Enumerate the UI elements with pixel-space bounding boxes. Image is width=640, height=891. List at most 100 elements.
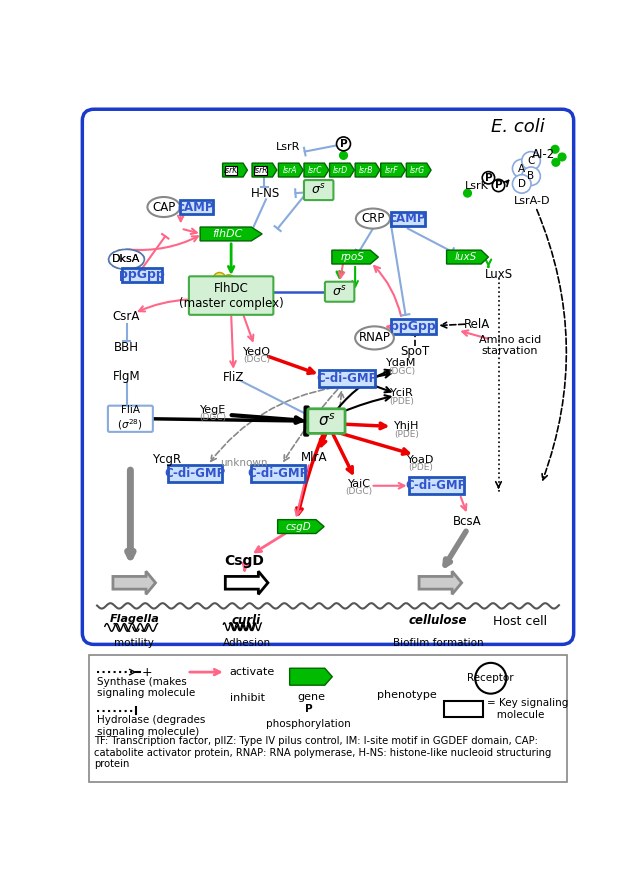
Circle shape bbox=[340, 151, 348, 159]
Circle shape bbox=[205, 278, 218, 290]
Circle shape bbox=[223, 274, 235, 287]
Text: (DGC): (DGC) bbox=[243, 355, 270, 364]
Text: lsrR: lsrR bbox=[253, 166, 268, 175]
Circle shape bbox=[522, 151, 540, 170]
Bar bbox=[410, 478, 463, 495]
Bar bbox=[180, 200, 212, 214]
Text: luxS: luxS bbox=[454, 252, 476, 262]
Circle shape bbox=[482, 172, 495, 184]
Polygon shape bbox=[225, 571, 268, 594]
Text: DksA: DksA bbox=[112, 254, 141, 265]
Polygon shape bbox=[252, 163, 277, 177]
Circle shape bbox=[301, 702, 316, 716]
Text: BBH: BBH bbox=[114, 340, 139, 354]
Text: FliZ: FliZ bbox=[223, 372, 244, 384]
Text: Receptor: Receptor bbox=[467, 674, 514, 683]
Text: $\sigma^s$: $\sigma^s$ bbox=[311, 183, 326, 197]
Polygon shape bbox=[447, 250, 488, 264]
Polygon shape bbox=[381, 163, 406, 177]
Polygon shape bbox=[223, 163, 248, 177]
Text: TF: Transcription factor, pIIZ: Type IV pilus control, IM: I-site motif in GGDEF: TF: Transcription factor, pIIZ: Type IV … bbox=[94, 736, 551, 769]
Text: (DGC): (DGC) bbox=[388, 366, 415, 375]
Text: C-di-GMP: C-di-GMP bbox=[317, 372, 378, 385]
Text: rpoS: rpoS bbox=[340, 252, 365, 262]
Text: CsgD: CsgD bbox=[225, 554, 264, 568]
Text: Synthase (makes
signaling molecule: Synthase (makes signaling molecule bbox=[97, 677, 195, 699]
Text: lsrC: lsrC bbox=[308, 166, 323, 175]
Text: curli: curli bbox=[232, 614, 261, 626]
Bar bbox=[391, 212, 425, 225]
FancyBboxPatch shape bbox=[304, 180, 333, 200]
Text: LuxS: LuxS bbox=[484, 268, 513, 282]
Text: P: P bbox=[305, 704, 312, 714]
Circle shape bbox=[216, 283, 228, 296]
Text: D: D bbox=[518, 179, 525, 189]
Text: E. coli: E. coli bbox=[491, 118, 545, 135]
Text: Amino acid
starvation: Amino acid starvation bbox=[479, 335, 541, 356]
Text: ppGpp: ppGpp bbox=[119, 268, 165, 282]
Ellipse shape bbox=[356, 208, 390, 229]
Text: Biofilm formation: Biofilm formation bbox=[393, 638, 483, 649]
Text: BcsA: BcsA bbox=[453, 515, 482, 527]
Text: YedQ: YedQ bbox=[243, 347, 271, 356]
Polygon shape bbox=[200, 227, 262, 241]
Text: $\sigma^s$: $\sigma^s$ bbox=[317, 413, 335, 429]
Circle shape bbox=[513, 175, 531, 193]
Text: RNAP: RNAP bbox=[358, 331, 390, 345]
Text: YciR: YciR bbox=[390, 388, 413, 398]
Text: YdaM: YdaM bbox=[387, 358, 417, 368]
Bar bbox=[168, 465, 222, 482]
Text: cAMP: cAMP bbox=[390, 212, 426, 225]
Text: Flagella: Flagella bbox=[109, 614, 159, 624]
Text: YegE: YegE bbox=[200, 405, 227, 414]
Text: (DGC): (DGC) bbox=[200, 413, 227, 421]
Text: MlrA: MlrA bbox=[301, 451, 327, 464]
Text: (PDE): (PDE) bbox=[389, 396, 414, 405]
Text: Adhesion: Adhesion bbox=[223, 638, 271, 649]
Text: cellulose: cellulose bbox=[409, 614, 467, 626]
Text: $\sigma^s$: $\sigma^s$ bbox=[332, 285, 347, 298]
Text: P: P bbox=[495, 181, 502, 191]
Bar bbox=[391, 319, 436, 334]
Text: FlgM: FlgM bbox=[113, 370, 140, 383]
Bar bbox=[250, 465, 305, 482]
Text: phenotype: phenotype bbox=[377, 690, 437, 699]
Text: P: P bbox=[484, 173, 492, 183]
Circle shape bbox=[513, 159, 531, 178]
Circle shape bbox=[552, 159, 560, 167]
Text: LsrK: LsrK bbox=[465, 181, 489, 192]
Circle shape bbox=[213, 273, 226, 285]
Bar bbox=[254, 166, 267, 175]
Text: RelA: RelA bbox=[463, 317, 490, 331]
Text: phosphorylation: phosphorylation bbox=[266, 719, 351, 729]
Text: gene: gene bbox=[297, 692, 325, 702]
Circle shape bbox=[551, 145, 559, 153]
Text: YoaD: YoaD bbox=[407, 454, 435, 464]
Circle shape bbox=[337, 137, 351, 151]
Polygon shape bbox=[355, 163, 380, 177]
Text: CAP: CAP bbox=[152, 200, 175, 214]
Text: lsrK: lsrK bbox=[224, 166, 238, 175]
Polygon shape bbox=[290, 668, 332, 685]
Bar bbox=[225, 166, 237, 175]
Text: motility: motility bbox=[115, 638, 154, 649]
Text: csgD: csgD bbox=[285, 521, 311, 532]
Text: AI-2: AI-2 bbox=[532, 148, 555, 161]
Polygon shape bbox=[330, 163, 355, 177]
Text: C-di-GMP: C-di-GMP bbox=[247, 467, 308, 480]
FancyBboxPatch shape bbox=[308, 409, 345, 433]
Text: lsrF: lsrF bbox=[385, 166, 399, 175]
Text: LsrR: LsrR bbox=[275, 142, 300, 152]
Text: Host cell: Host cell bbox=[493, 615, 547, 628]
Polygon shape bbox=[406, 163, 431, 177]
Polygon shape bbox=[388, 667, 426, 686]
Text: flhDC: flhDC bbox=[212, 229, 243, 239]
Circle shape bbox=[492, 179, 505, 192]
Bar bbox=[122, 268, 162, 282]
Polygon shape bbox=[278, 519, 324, 534]
Circle shape bbox=[463, 189, 472, 197]
FancyBboxPatch shape bbox=[325, 282, 355, 302]
Text: B: B bbox=[527, 171, 534, 181]
Text: = Key signaling
   molecule: = Key signaling molecule bbox=[487, 699, 568, 720]
Text: SpoT: SpoT bbox=[400, 346, 429, 358]
